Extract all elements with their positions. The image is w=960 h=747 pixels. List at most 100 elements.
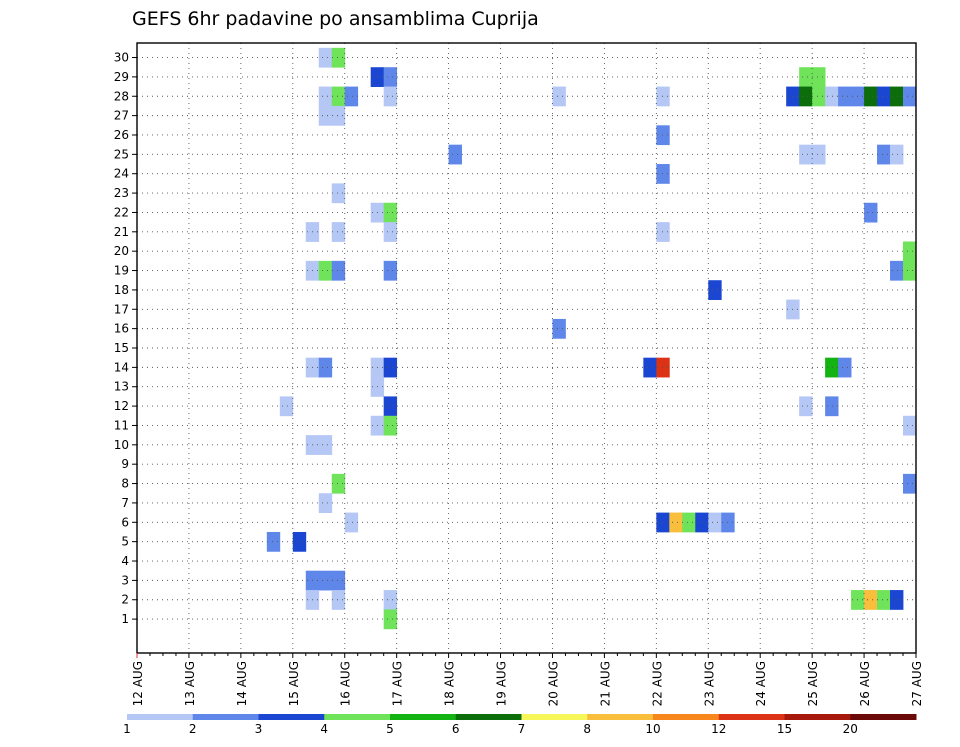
- legend-label: 3: [255, 722, 263, 736]
- x-tick-label: 14 AUG: [235, 661, 249, 706]
- y-tick-label: 7: [121, 496, 129, 510]
- heatmap-cell: [812, 144, 826, 165]
- heatmap-cell: [331, 260, 346, 281]
- heatmap-cell: [656, 222, 670, 242]
- x-tick-label: 22 AUG: [650, 661, 664, 706]
- legend-label: 10: [645, 722, 660, 736]
- legend-swatch: [521, 714, 588, 720]
- heatmap-cell: [383, 86, 398, 107]
- y-tick-label: 8: [121, 477, 129, 491]
- x-tick-label: 15 AUG: [287, 661, 301, 706]
- legend-label: 2: [189, 722, 197, 736]
- legend-label: 12: [711, 722, 726, 736]
- heatmap-cell: [656, 86, 670, 107]
- y-tick-label: 2: [121, 593, 129, 607]
- heatmap-cell: [890, 590, 904, 610]
- heatmap-cell: [318, 493, 333, 514]
- heatmap-cell: [669, 512, 683, 533]
- y-tick-label: 30: [114, 51, 129, 65]
- heatmap-cell: [383, 415, 398, 436]
- y-tick-label: 22: [114, 205, 129, 219]
- y-tick-label: 17: [114, 302, 129, 316]
- heatmap-cell: [331, 183, 346, 204]
- heatmap-cell: [825, 357, 839, 378]
- y-tick-label: 3: [121, 573, 129, 587]
- heatmap-cell: [331, 590, 346, 610]
- plot-frame: [136, 42, 917, 654]
- y-tick-label: 16: [114, 322, 129, 336]
- y-tick-label: 11: [114, 418, 129, 432]
- heatmap-cell: [344, 86, 359, 107]
- heatmap-cell: [799, 67, 813, 87]
- heatmap-cell: [266, 531, 281, 552]
- x-tick-label: 17 AUG: [391, 661, 405, 706]
- heatmap-cell: [825, 396, 839, 417]
- heatmap-cell: [812, 67, 826, 87]
- heatmap-cell: [799, 144, 813, 165]
- y-tick-label: 24: [114, 167, 129, 181]
- legend-swatch: [653, 714, 720, 720]
- heatmap-cell: [877, 144, 891, 165]
- legend-label: 5: [386, 722, 394, 736]
- y-tick-label: 1: [121, 612, 129, 626]
- heatmap-cell: [383, 222, 398, 242]
- heatmap-cell: [331, 570, 346, 591]
- legend-label: 4: [320, 722, 328, 736]
- heatmap-cell: [552, 318, 566, 339]
- heatmap-cell: [643, 357, 657, 378]
- heatmap-cell: [292, 531, 307, 552]
- x-tick-label: 19 AUG: [495, 661, 509, 706]
- legend-swatch: [587, 714, 654, 720]
- legend-label: 1: [123, 722, 131, 736]
- x-tick-label: 25 AUG: [806, 661, 820, 706]
- y-tick-label: 14: [114, 360, 129, 374]
- legend-label: 15: [777, 722, 792, 736]
- y-axis: 1234567891011121314151617181920212223242…: [114, 51, 137, 626]
- heatmap-cell: [656, 357, 670, 378]
- cells-layer: [266, 47, 917, 630]
- x-tick-label: 21 AUG: [598, 661, 612, 706]
- heatmap-cell: [708, 512, 722, 533]
- heatmap-cell: [877, 86, 891, 107]
- heatmap-cell: [552, 86, 566, 107]
- y-tick-label: 5: [121, 535, 129, 549]
- y-tick-label: 10: [114, 438, 129, 452]
- y-tick-label: 23: [114, 186, 129, 200]
- x-tick-label: 20 AUG: [546, 661, 560, 706]
- chart-title: GEFS 6hr padavine po ansamblima Cuprija: [132, 8, 539, 30]
- x-tick-label: 23 AUG: [702, 661, 716, 706]
- heatmap-cell: [656, 164, 670, 184]
- heatmap-cell: [838, 357, 852, 378]
- y-tick-label: 15: [114, 341, 129, 355]
- heatmap-cell: [825, 86, 839, 107]
- heatmap-cell: [890, 260, 904, 281]
- heatmap-cell: [383, 202, 398, 223]
- heatmap-cell: [864, 86, 878, 107]
- legend-swatch: [258, 714, 325, 720]
- heatmap-cell: [318, 357, 333, 378]
- y-tick-label: 12: [114, 399, 129, 413]
- heatmap-cell: [383, 590, 398, 610]
- heatmap-cell: [383, 396, 398, 417]
- x-tick-label: 26 AUG: [858, 661, 872, 706]
- y-tick-label: 26: [114, 128, 129, 142]
- heatmap-cell: [318, 105, 333, 126]
- legend-swatch: [324, 714, 391, 720]
- heatmap-cell: [318, 47, 333, 68]
- y-tick-label: 4: [121, 554, 129, 568]
- heatmap-cell: [279, 396, 294, 417]
- legend-swatch: [127, 714, 194, 720]
- heatmap-cell: [890, 144, 904, 165]
- y-tick-label: 27: [114, 109, 129, 123]
- y-tick-label: 13: [114, 380, 129, 394]
- legend-label: 8: [583, 722, 591, 736]
- legend-swatch: [455, 714, 522, 720]
- y-tick-label: 28: [114, 89, 129, 103]
- heatmap-cell: [383, 67, 398, 87]
- legend-swatch: [718, 714, 785, 720]
- heatmap-cell: [890, 86, 904, 107]
- heatmap-cell: [799, 86, 813, 107]
- x-tick-label: 27 AUG: [910, 661, 924, 706]
- legend-swatch: [850, 714, 917, 720]
- heatmap-cell: [318, 570, 333, 591]
